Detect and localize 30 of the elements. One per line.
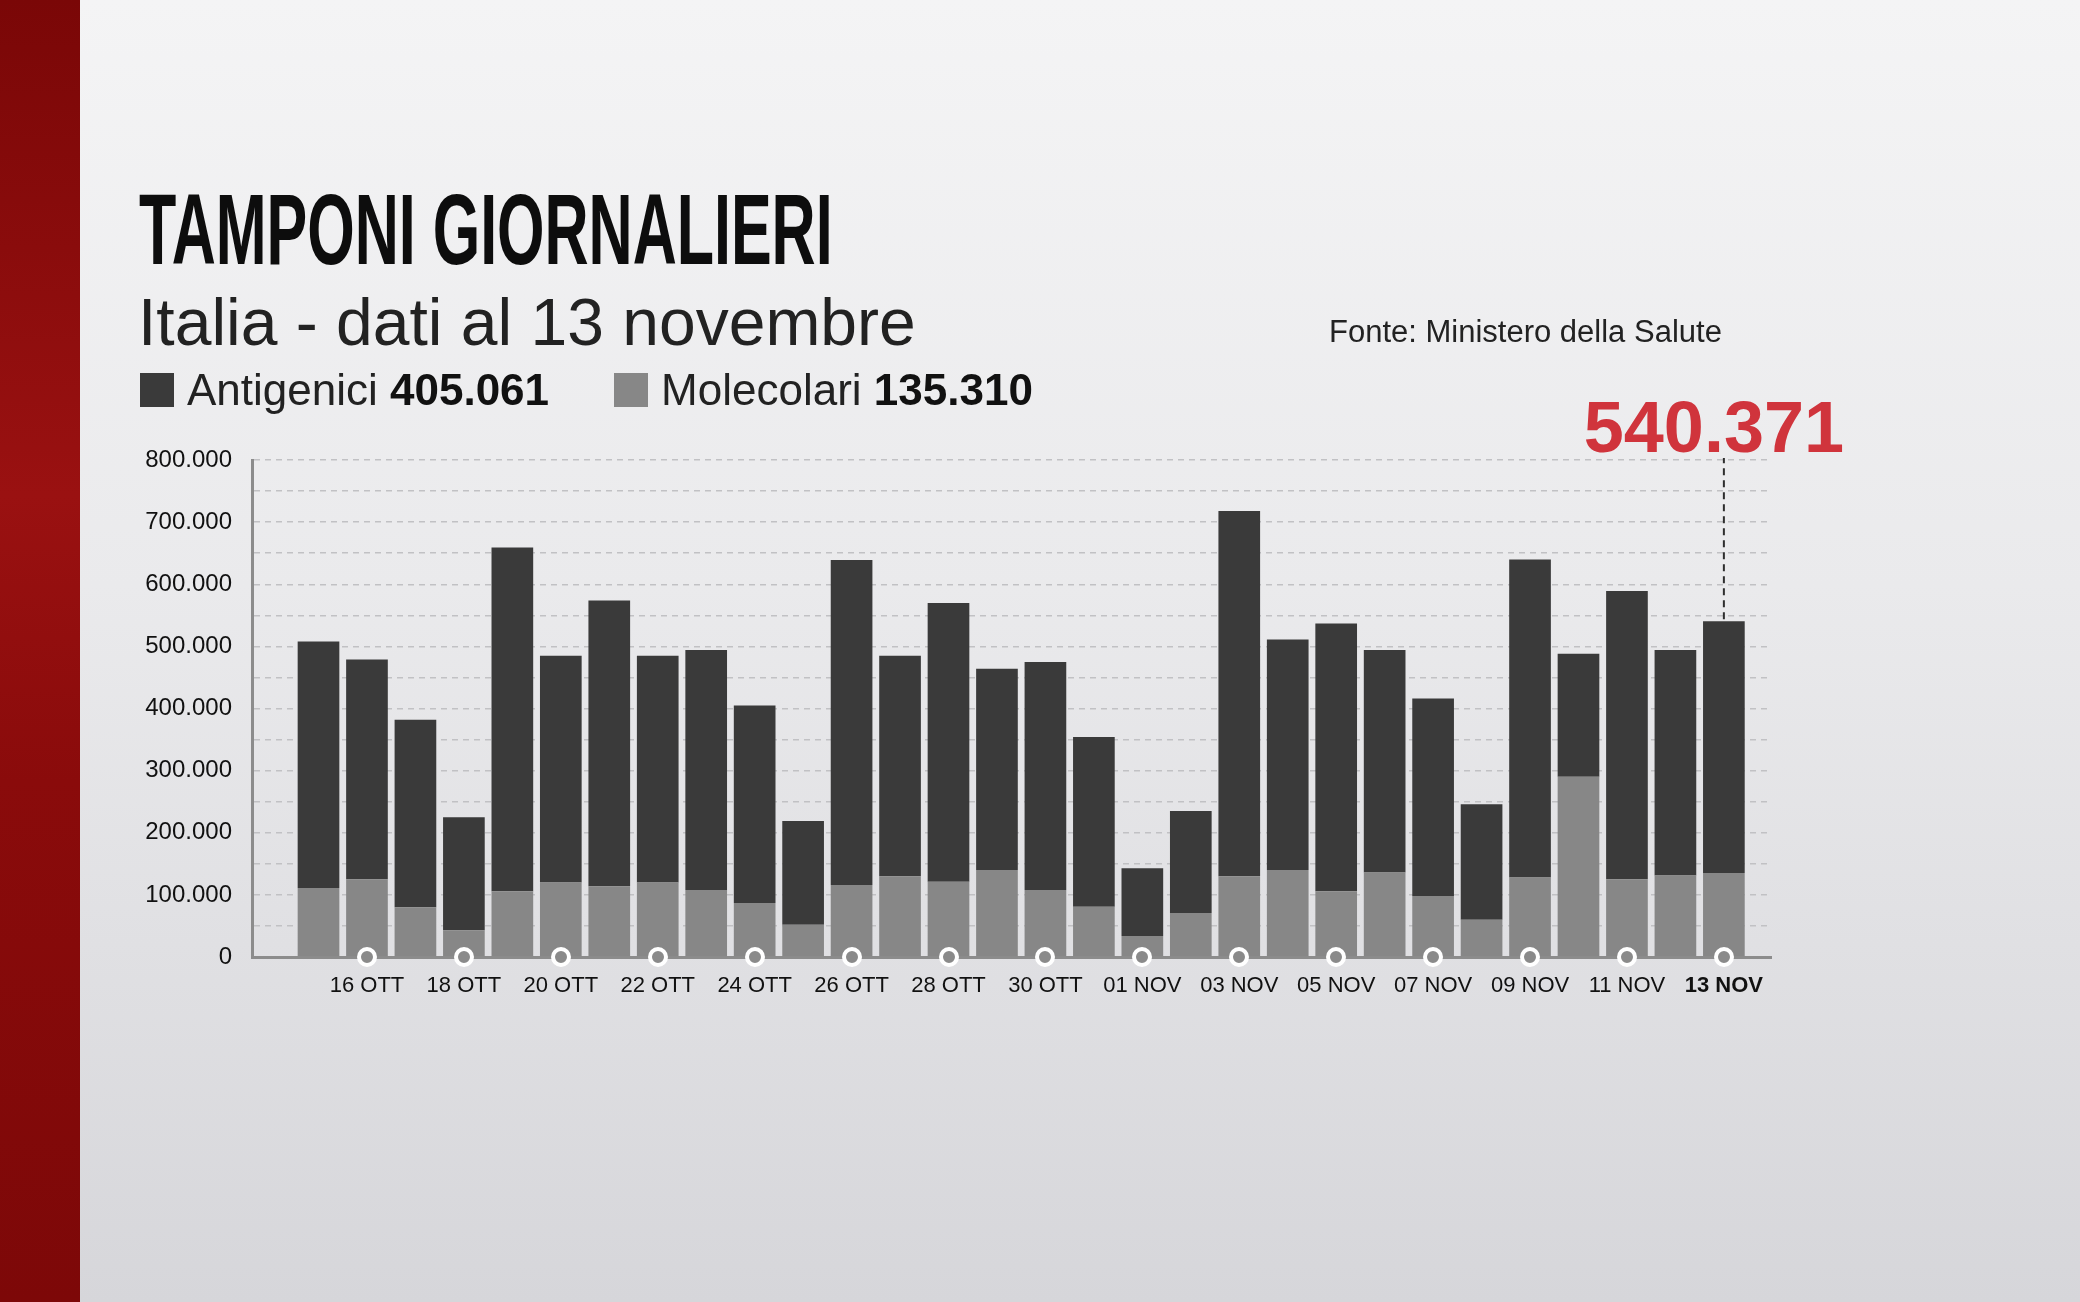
x-tick-label: 13 NOV xyxy=(1684,972,1764,998)
annotation: 540.371 xyxy=(1583,387,1845,467)
chart-title: TAMPONI GIORNALIERI xyxy=(139,173,833,285)
y-tick-label: 200.000 xyxy=(145,817,232,845)
x-tick-label: 30 OTT xyxy=(1008,972,1083,998)
y-tick-label: 400.000 xyxy=(145,693,232,721)
y-tick-label: 0 xyxy=(218,941,232,969)
y-tick-label: 700.000 xyxy=(145,506,232,534)
source-note: Fonte: Ministero della Salute xyxy=(1329,314,1722,349)
legend-label: Molecolari 135.310 xyxy=(661,365,1033,414)
x-tick-label: 26 OTT xyxy=(814,972,889,998)
y-tick-label: 500.000 xyxy=(145,631,232,658)
x-tick-label: 09 NOV xyxy=(1490,972,1570,998)
x-tick-label: 20 OTT xyxy=(523,972,599,998)
x-tick-label: 22 OTT xyxy=(620,972,696,998)
y-tick-label: 300.000 xyxy=(145,755,232,783)
x-tick-label: 18 OTT xyxy=(426,972,502,998)
chart-subtitle: Italia - dati al 13 novembre xyxy=(138,285,916,359)
x-tick-label: 28 OTT xyxy=(911,972,986,998)
legend-label: Antigenici 405.061 xyxy=(187,365,550,414)
x-tick-label: 01 NOV xyxy=(1103,972,1182,998)
y-tick-label: 100.000 xyxy=(145,879,232,907)
x-tick-label: 24 OTT xyxy=(717,972,792,998)
x-tick-label: 07 NOV xyxy=(1393,972,1473,998)
y-tick-label: 800.000 xyxy=(145,444,232,472)
x-tick-label: 11 NOV xyxy=(1588,972,1666,998)
x-tick-label: 05 NOV xyxy=(1297,972,1376,998)
x-tick-label: 16 OTT xyxy=(329,972,405,998)
x-tick-label: 03 NOV xyxy=(1200,972,1279,998)
y-tick-label: 600.000 xyxy=(145,568,232,596)
